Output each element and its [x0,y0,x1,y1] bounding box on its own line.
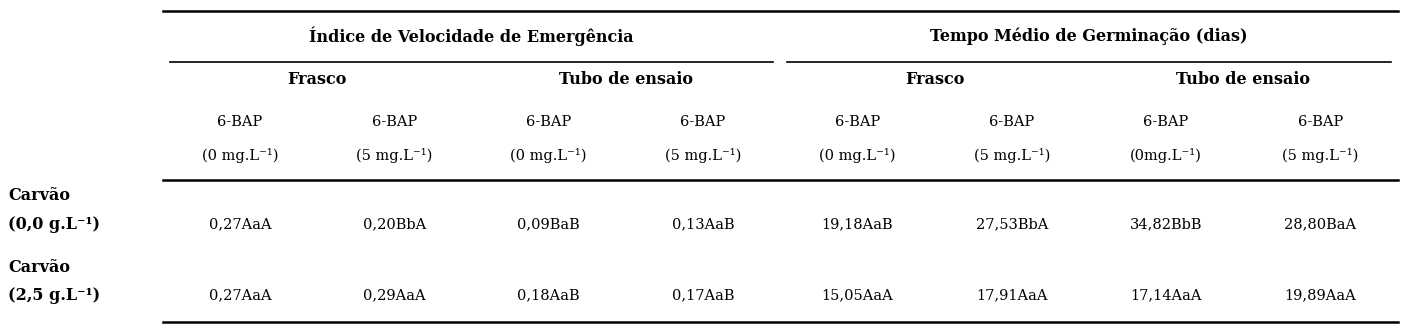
Text: 27,53BbA: 27,53BbA [976,217,1047,231]
Text: (5 mg.L⁻¹): (5 mg.L⁻¹) [1282,148,1358,163]
Text: 0,29AaA: 0,29AaA [363,288,426,302]
Text: 19,18AaB: 19,18AaB [821,217,893,231]
Text: 19,89AaA: 19,89AaA [1285,288,1357,302]
Text: 0,27AaA: 0,27AaA [208,217,271,231]
Text: 28,80BaA: 28,80BaA [1284,217,1357,231]
Text: Tubo de ensaio: Tubo de ensaio [558,71,693,88]
Text: 34,82BbB: 34,82BbB [1130,217,1202,231]
Text: 6-BAP: 6-BAP [371,115,418,129]
Text: (2,5 g.L⁻¹): (2,5 g.L⁻¹) [8,287,101,304]
Text: 6-BAP: 6-BAP [1143,115,1188,129]
Text: 6-BAP: 6-BAP [835,115,880,129]
Text: 15,05AaA: 15,05AaA [821,288,893,302]
Text: 0,27AaA: 0,27AaA [208,288,271,302]
Text: 6-BAP: 6-BAP [526,115,571,129]
Text: (0mg.L⁻¹): (0mg.L⁻¹) [1130,148,1202,163]
Text: Carvão: Carvão [8,187,70,204]
Text: 17,91AaA: 17,91AaA [976,288,1047,302]
Text: (0 mg.L⁻¹): (0 mg.L⁻¹) [201,148,278,163]
Text: Frasco: Frasco [905,71,965,88]
Text: 6-BAP: 6-BAP [681,115,725,129]
Text: (5 mg.L⁻¹): (5 mg.L⁻¹) [665,148,741,163]
Text: (5 mg.L⁻¹): (5 mg.L⁻¹) [973,148,1050,163]
Text: (0 mg.L⁻¹): (0 mg.L⁻¹) [510,148,586,163]
Text: Índice de Velocidade de Emergência: Índice de Velocidade de Emergência [309,27,634,46]
Text: (5 mg.L⁻¹): (5 mg.L⁻¹) [356,148,433,163]
Text: 0,13AaB: 0,13AaB [672,217,734,231]
Text: 6-BAP: 6-BAP [218,115,263,129]
Text: Tempo Médio de Germinação (dias): Tempo Médio de Germinação (dias) [931,28,1247,45]
Text: 17,14AaA: 17,14AaA [1130,288,1202,302]
Text: 0,17AaB: 0,17AaB [672,288,734,302]
Text: Carvão: Carvão [8,259,70,276]
Text: 6-BAP: 6-BAP [1298,115,1343,129]
Text: (0,0 g.L⁻¹): (0,0 g.L⁻¹) [8,216,100,233]
Text: 0,18AaB: 0,18AaB [517,288,579,302]
Text: 6-BAP: 6-BAP [988,115,1035,129]
Text: 0,09BaB: 0,09BaB [517,217,581,231]
Text: 0,20BbA: 0,20BbA [363,217,426,231]
Text: Frasco: Frasco [287,71,347,88]
Text: (0 mg.L⁻¹): (0 mg.L⁻¹) [820,148,896,163]
Text: Tubo de ensaio: Tubo de ensaio [1177,71,1310,88]
